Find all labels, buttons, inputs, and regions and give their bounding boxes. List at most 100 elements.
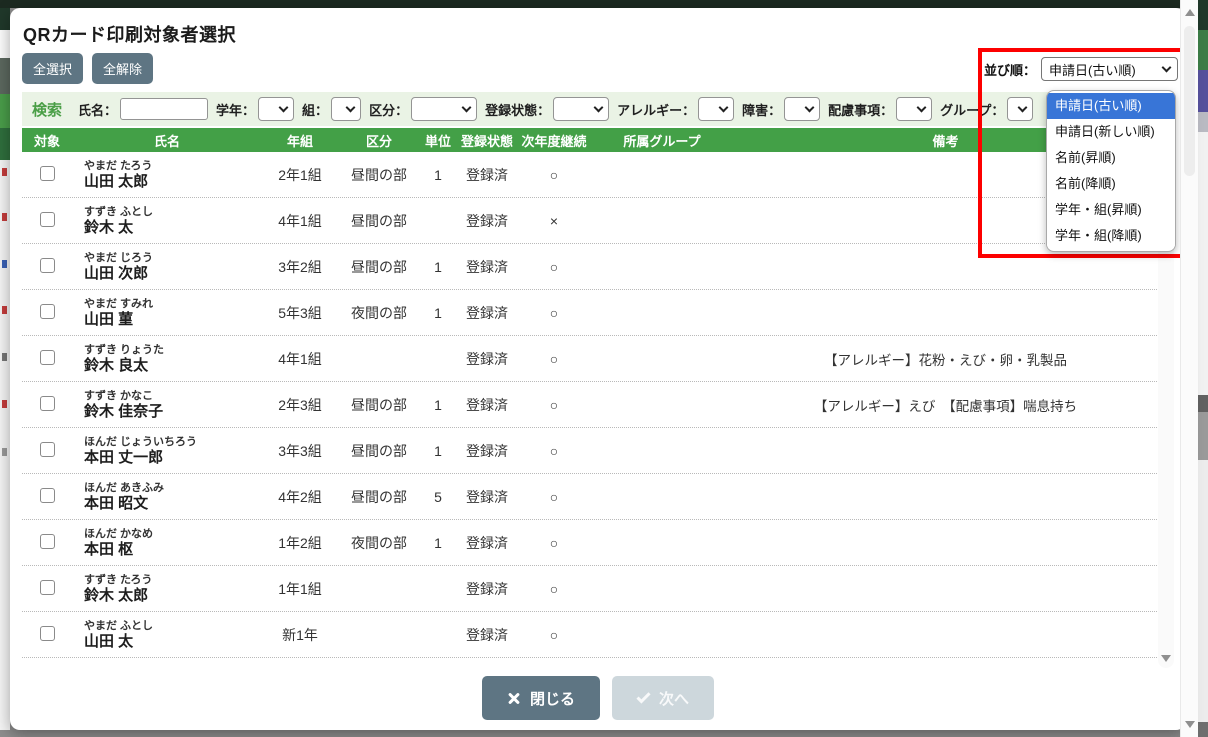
division-cell: 夜間の部	[351, 534, 407, 551]
student-kana: すずき りょうた	[84, 343, 165, 356]
division-cell: 昼間の部	[351, 488, 407, 505]
student-kana: やまだ すみれ	[84, 297, 154, 310]
grade-select[interactable]	[258, 97, 295, 121]
deselect-all-button[interactable]: 全解除	[92, 53, 154, 84]
name-input[interactable]	[120, 98, 209, 120]
scrollbar-down-icon[interactable]	[1185, 721, 1195, 728]
unit-cell: 1	[434, 534, 442, 551]
close-button-label: 閉じる	[529, 690, 575, 708]
sort-option[interactable]: 申請日(古い順)	[1047, 93, 1175, 119]
chevron-down-icon	[718, 102, 729, 113]
modal-footer: 閉じる 次へ	[10, 676, 1186, 720]
row-checkbox[interactable]	[39, 533, 55, 549]
sort-option[interactable]: 申請日(新しい順)	[1047, 119, 1175, 145]
unit-cell: 5	[434, 488, 442, 505]
student-kana: やまだ じろう	[84, 251, 154, 264]
table-scroll-down-icon[interactable]	[1161, 655, 1171, 662]
division-cell: 夜間の部	[351, 304, 407, 321]
close-button[interactable]: 閉じる	[481, 676, 600, 720]
next-button[interactable]: 次へ	[612, 676, 715, 720]
filter-label: 氏名：	[78, 102, 118, 118]
target-table: 対象 氏名 年組 区分 単位 登録状態 次年度継続 所属グループ 備考 やまだ たろう 山田 太郎…	[22, 128, 1157, 658]
student-name: 鈴木 良太	[84, 356, 149, 374]
check-icon	[636, 688, 651, 704]
student-name: 山田 次郎	[84, 264, 149, 282]
grade-class-cell: 3年3組	[278, 442, 322, 459]
table-row: ほんだ じょういちろう 本田 丈一郎 3年3組 昼間の部 1 登録済 ○	[22, 428, 1157, 474]
scrollbar-up-icon[interactable]	[1185, 9, 1195, 16]
next-year-cell: ○	[549, 626, 559, 643]
row-checkbox[interactable]	[39, 441, 55, 457]
filter-label: 登録状態：	[485, 102, 551, 118]
sort-annotation-box: 並び順： 申請日(古い順) 申請日(古い順) 申請日(新しい順) 名前(昇順) 名前(…	[978, 48, 1184, 258]
grade-class-cell: 2年1組	[278, 166, 322, 183]
unit-cell: 1	[434, 442, 442, 459]
table-row: やまだ じろう 山田 次郎 3年2組 昼間の部 1 登録済 ○	[22, 244, 1157, 290]
close-icon	[507, 691, 521, 705]
category-select[interactable]	[411, 97, 478, 121]
table-scrollbar[interactable]	[1158, 128, 1174, 668]
student-kana: ほんだ じょういちろう	[84, 435, 198, 448]
sort-option[interactable]: 学年・組(昇順)	[1047, 197, 1175, 223]
division-cell: 昼間の部	[351, 166, 407, 183]
sort-order-select[interactable]: 申請日(古い順)	[1041, 57, 1178, 81]
group-select[interactable]	[1007, 97, 1034, 121]
division-cell: 昼間の部	[351, 442, 407, 459]
status-cell: 登録済	[466, 304, 508, 321]
consideration-select[interactable]	[896, 97, 933, 121]
page-scrollbar[interactable]	[1180, 0, 1198, 737]
background-page-header-strip	[0, 0, 1208, 8]
class-select[interactable]	[331, 97, 362, 121]
division-cell: 昼間の部	[351, 212, 407, 229]
student-kana: やまだ ふとし	[84, 619, 154, 632]
status-cell: 登録済	[466, 580, 508, 597]
student-name: 鈴木 佳奈子	[84, 402, 164, 420]
student-kana: ほんだ あきふみ	[84, 481, 165, 494]
column-header: 氏名	[153, 133, 180, 149]
unit-cell: 1	[434, 258, 442, 275]
search-filter-bar: 検索 氏名： 学年： 組： 区分： 登録状態： アレルギー： 障害： 配慮事項： グループ：	[22, 92, 1174, 126]
student-name: 山田 太	[84, 632, 134, 650]
status-cell: 登録済	[466, 396, 508, 413]
division-cell: 昼間の部	[351, 396, 407, 413]
sort-options-listbox: 申請日(古い順) 申請日(新しい順) 名前(昇順) 名前(降順) 学年・組(昇順) 学年・…	[1046, 90, 1176, 252]
status-select[interactable]	[553, 97, 610, 121]
chevron-down-icon	[1161, 62, 1172, 73]
filter-label: 障害：	[742, 102, 782, 118]
chevron-down-icon	[345, 102, 356, 113]
filter-label: グループ：	[940, 102, 1005, 118]
row-checkbox[interactable]	[39, 165, 55, 181]
row-checkbox[interactable]	[39, 579, 55, 595]
sort-option[interactable]: 名前(昇順)	[1047, 145, 1175, 171]
status-cell: 登録済	[466, 166, 508, 183]
row-checkbox[interactable]	[39, 211, 55, 227]
column-header: 単位	[424, 133, 451, 149]
row-checkbox[interactable]	[39, 257, 55, 273]
student-name: 鈴木 太郎	[84, 586, 149, 604]
student-name: 本田 枢	[84, 540, 134, 558]
row-checkbox[interactable]	[39, 349, 55, 365]
row-checkbox[interactable]	[39, 625, 55, 641]
table-row: すずき りょうた 鈴木 良太 4年1組 登録済 ○ 【アレルギー】花粉・えび・卵・乳製品	[22, 336, 1157, 382]
chevron-down-icon	[593, 102, 604, 113]
row-checkbox[interactable]	[39, 395, 55, 411]
page-scrollbar-thumb[interactable]	[1184, 26, 1195, 176]
sort-option[interactable]: 名前(降順)	[1047, 171, 1175, 197]
next-year-cell: ○	[549, 534, 559, 551]
next-year-cell: ○	[549, 488, 559, 505]
note-cell: 【アレルギー】えび 【配慮事項】喘息持ち	[813, 398, 1078, 414]
table-row: やまだ すみれ 山田 菫 5年3組 夜間の部 1 登録済 ○	[22, 290, 1157, 336]
allergy-select[interactable]	[698, 97, 735, 121]
next-year-cell: ○	[549, 580, 559, 597]
column-header: 区分	[365, 133, 392, 149]
student-name: 本田 丈一郎	[84, 448, 164, 466]
row-checkbox[interactable]	[39, 487, 55, 503]
sort-option[interactable]: 学年・組(降順)	[1047, 223, 1175, 249]
division-cell: 昼間の部	[351, 258, 407, 275]
select-all-button[interactable]: 全選択	[22, 53, 84, 84]
grade-class-cell: 4年2組	[278, 488, 322, 505]
row-checkbox[interactable]	[39, 303, 55, 319]
disability-select[interactable]	[784, 97, 821, 121]
status-cell: 登録済	[466, 350, 508, 367]
grade-class-cell: 2年3組	[278, 396, 322, 413]
